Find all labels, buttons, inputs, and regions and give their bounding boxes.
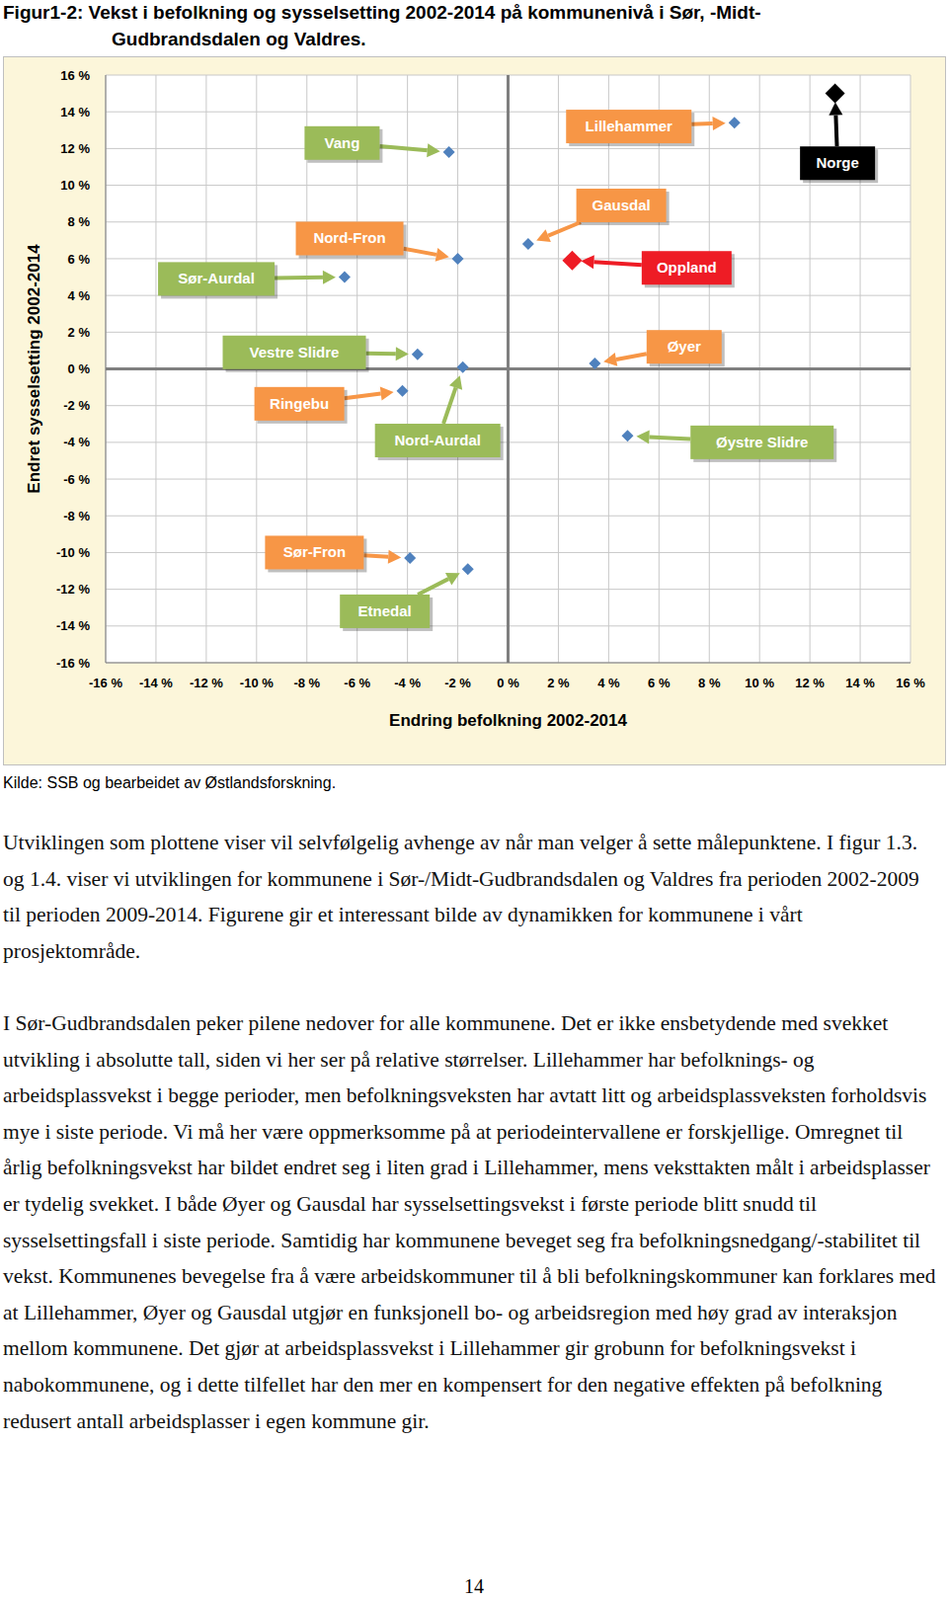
svg-text:10 %: 10 % bbox=[60, 177, 90, 193]
svg-text:Øyer: Øyer bbox=[667, 337, 702, 355]
svg-text:-10 %: -10 % bbox=[239, 675, 274, 691]
html-text:Kilde: SSB og bearbeidet av Øs: Kilde: SSB og bearbeidet av Østlandsfors… bbox=[2, 774, 336, 791]
svg-text:14 %: 14 % bbox=[845, 675, 875, 691]
svg-text:4 %: 4 % bbox=[597, 675, 621, 691]
svg-text:10 %: 10 % bbox=[744, 675, 775, 691]
svg-text:-2 %: -2 % bbox=[63, 397, 90, 413]
svg-text:-6 %: -6 % bbox=[63, 472, 90, 487]
svg-text:Vestre Slidre: Vestre Slidre bbox=[249, 343, 340, 361]
svg-text:14 %: 14 % bbox=[60, 104, 90, 120]
svg-text:-4 %: -4 % bbox=[63, 434, 90, 450]
svg-text:12 %: 12 % bbox=[60, 141, 90, 157]
svg-text:Oppland: Oppland bbox=[656, 258, 717, 276]
svg-text:Ringebu: Ringebu bbox=[269, 395, 329, 412]
svg-text:2 %: 2 % bbox=[68, 324, 91, 340]
svg-text:-16 %: -16 % bbox=[88, 675, 123, 691]
svg-text:-10 %: -10 % bbox=[56, 545, 90, 560]
svg-text:Nord-Aurdal: Nord-Aurdal bbox=[394, 431, 481, 449]
svg-text:16 %: 16 % bbox=[60, 68, 90, 83]
html-text:14: 14 bbox=[464, 1575, 484, 1597]
svg-text:2 %: 2 % bbox=[547, 675, 570, 691]
svg-text:8 %: 8 % bbox=[68, 214, 91, 230]
svg-text:12 %: 12 % bbox=[794, 675, 825, 691]
html-text:Figur1-2: Vekst i befolkning o: Figur1-2: Vekst i befolkning og sysselse… bbox=[2, 1, 761, 23]
svg-text:-12 %: -12 % bbox=[56, 581, 90, 597]
svg-text:-14 %: -14 % bbox=[56, 618, 90, 633]
svg-text:0 %: 0 % bbox=[68, 361, 91, 377]
html-text:Utviklingen som plottene viser: Utviklingen som plottene viser vil selvf… bbox=[2, 830, 920, 963]
svg-text:16 %: 16 % bbox=[895, 675, 926, 691]
svg-text:-8 %: -8 % bbox=[293, 675, 320, 691]
svg-text:-4 %: -4 % bbox=[394, 675, 421, 691]
svg-text:6 %: 6 % bbox=[68, 251, 91, 267]
svg-text:-2 %: -2 % bbox=[444, 675, 472, 691]
html-text:I Sør-Gudbrandsdalen peker pil: I Sør-Gudbrandsdalen peker pilene nedove… bbox=[2, 1011, 936, 1433]
svg-text:8 %: 8 % bbox=[698, 675, 721, 691]
svg-text:-8 %: -8 % bbox=[63, 508, 90, 524]
svg-text:-12 %: -12 % bbox=[189, 675, 224, 691]
svg-text:Sør-Aurdal: Sør-Aurdal bbox=[177, 269, 255, 287]
svg-text:-6 %: -6 % bbox=[343, 675, 371, 691]
svg-text:Endret sysselsetting 2002-2014: Endret sysselsetting 2002-2014 bbox=[24, 243, 44, 494]
svg-text:Endring befolkning 2002-2014: Endring befolkning 2002-2014 bbox=[389, 711, 628, 730]
svg-text:Nord-Fron: Nord-Fron bbox=[313, 229, 386, 246]
svg-text:-14 %: -14 % bbox=[139, 675, 173, 691]
svg-text:Sør-Fron: Sør-Fron bbox=[283, 543, 346, 560]
svg-text:Etnedal: Etnedal bbox=[358, 602, 412, 620]
svg-text:Norge: Norge bbox=[815, 154, 859, 171]
svg-text:0 %: 0 % bbox=[496, 675, 520, 691]
svg-text:Vang: Vang bbox=[323, 134, 360, 152]
svg-text:6 %: 6 % bbox=[647, 675, 671, 691]
svg-text:4 %: 4 % bbox=[68, 288, 91, 304]
svg-text:Gausdal: Gausdal bbox=[592, 196, 651, 214]
svg-text:Lillehammer: Lillehammer bbox=[585, 117, 674, 135]
html-text:Gudbrandsdalen og Valdres.: Gudbrandsdalen og Valdres. bbox=[111, 28, 366, 50]
svg-text:-16 %: -16 % bbox=[56, 655, 90, 671]
svg-text:Øystre Slidre: Øystre Slidre bbox=[715, 433, 808, 451]
